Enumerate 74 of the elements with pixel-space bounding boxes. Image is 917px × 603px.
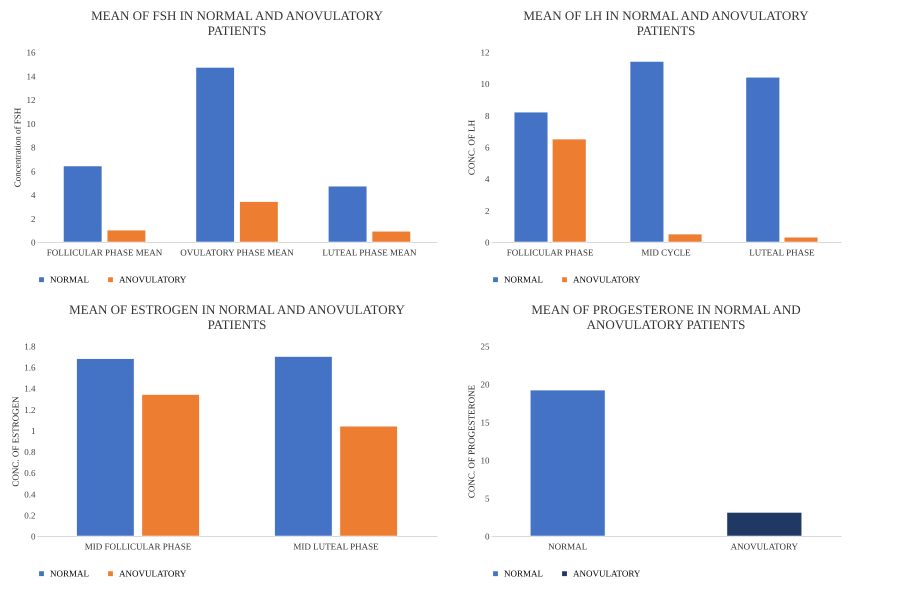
y-tick-label: 6 <box>31 166 36 176</box>
chart-title: MEAN OF ESTROGEN IN NORMAL AND ANOVULATORY PATIENTS <box>69 302 406 332</box>
bar <box>668 234 702 242</box>
y-axis-title: Concentration of FSH <box>12 107 22 188</box>
y-tick-label: 8 <box>31 142 36 152</box>
y-tick-label: 10 <box>480 456 490 466</box>
y-tick-label: 5 <box>485 494 490 504</box>
x-tick-label: LUTEAL PHASE <box>749 248 816 258</box>
bar <box>239 201 278 242</box>
bar <box>552 138 586 242</box>
y-tick-label: 14 <box>26 71 36 82</box>
legend-label: ANOVULATORY <box>573 568 641 579</box>
x-tick-label: OVULATORY PHASE MEAN <box>180 248 294 258</box>
x-tick-label: MID CYCLE <box>641 248 692 258</box>
y-tick-label: 0 <box>31 532 36 542</box>
y-tick-label: 20 <box>480 380 490 390</box>
legend-label: NORMAL <box>504 274 544 285</box>
y-tick-label: 0.8 <box>24 447 36 458</box>
legend-label: NORMAL <box>504 568 544 579</box>
chart-title: MEAN OF LH IN NORMAL AND ANOVULATORY PATIENTS <box>523 8 810 38</box>
x-tick-label: MID LUTEAL PHASE <box>293 542 380 552</box>
bar <box>142 394 200 536</box>
y-tick-label: 0 <box>31 238 36 248</box>
y-tick-label: 1.4 <box>24 384 36 394</box>
bar <box>274 356 332 536</box>
y-tick-label: 0 <box>485 238 490 248</box>
y-tick-label: 0.4 <box>24 489 36 500</box>
bar <box>630 61 664 242</box>
y-axis-title: CONC. OF LH <box>466 119 476 176</box>
y-tick-label: 1 <box>31 426 36 436</box>
chart-title: MEAN OF FSH IN NORMAL AND ANOVULATORY PATIENTS <box>91 8 384 38</box>
bar <box>372 231 411 242</box>
y-tick-label: 0.6 <box>24 468 36 478</box>
bar <box>340 426 398 536</box>
y-tick-label: 4 <box>31 190 36 200</box>
x-tick-label: FOLLICULAR PHASE MEAN <box>46 248 163 258</box>
y-tick-label: 10 <box>26 118 36 129</box>
y-tick-label: 2 <box>31 214 36 224</box>
y-tick-label: 10 <box>480 79 490 90</box>
bar <box>328 186 368 242</box>
legend-label: NORMAL <box>50 568 90 579</box>
y-tick-label: 1.6 <box>24 362 36 373</box>
bar <box>106 230 146 242</box>
x-tick-label: FOLLICULAR PHASE <box>506 248 594 258</box>
y-tick-label: 1.8 <box>24 342 36 352</box>
legend-label: ANOVULATORY <box>119 568 187 579</box>
bar <box>784 237 818 242</box>
legend-label: NORMAL <box>50 274 90 285</box>
bar <box>196 67 235 242</box>
x-tick-label: ANOVULATORY <box>730 542 798 552</box>
y-tick-label: 4 <box>485 174 490 184</box>
bar <box>514 112 548 242</box>
y-tick-label: 15 <box>480 418 490 428</box>
x-tick-label: LUTEAL PHASE MEAN <box>322 248 418 258</box>
chart-title: MEAN OF PROGESTERONE IN NORMAL AND ANOVULATORY PATIENTS <box>531 302 801 332</box>
y-axis-title: CONC. OF PROGESTERONE <box>466 384 476 498</box>
y-tick-label: 25 <box>480 342 490 352</box>
y-tick-label: 2 <box>485 206 490 216</box>
x-tick-label: MID FOLLICULAR PHASE <box>84 542 192 552</box>
legend-label: ANOVULATORY <box>573 274 641 285</box>
y-tick-label: 0 <box>485 532 490 542</box>
bar <box>746 77 780 242</box>
y-tick-label: 8 <box>485 110 490 121</box>
bar <box>63 166 102 242</box>
y-tick-label: 0.2 <box>24 510 36 520</box>
x-tick-label: NORMAL <box>548 542 588 552</box>
y-tick-label: 12 <box>26 95 36 105</box>
y-axis-title: CONC. OF ESTROGEN <box>10 396 20 487</box>
legend-label: ANOVULATORY <box>119 274 187 285</box>
y-tick-label: 1.2 <box>24 404 36 415</box>
y-tick-label: 16 <box>26 48 36 58</box>
y-tick-label: 12 <box>480 48 490 58</box>
bar <box>76 358 134 536</box>
y-tick-label: 6 <box>485 142 490 152</box>
